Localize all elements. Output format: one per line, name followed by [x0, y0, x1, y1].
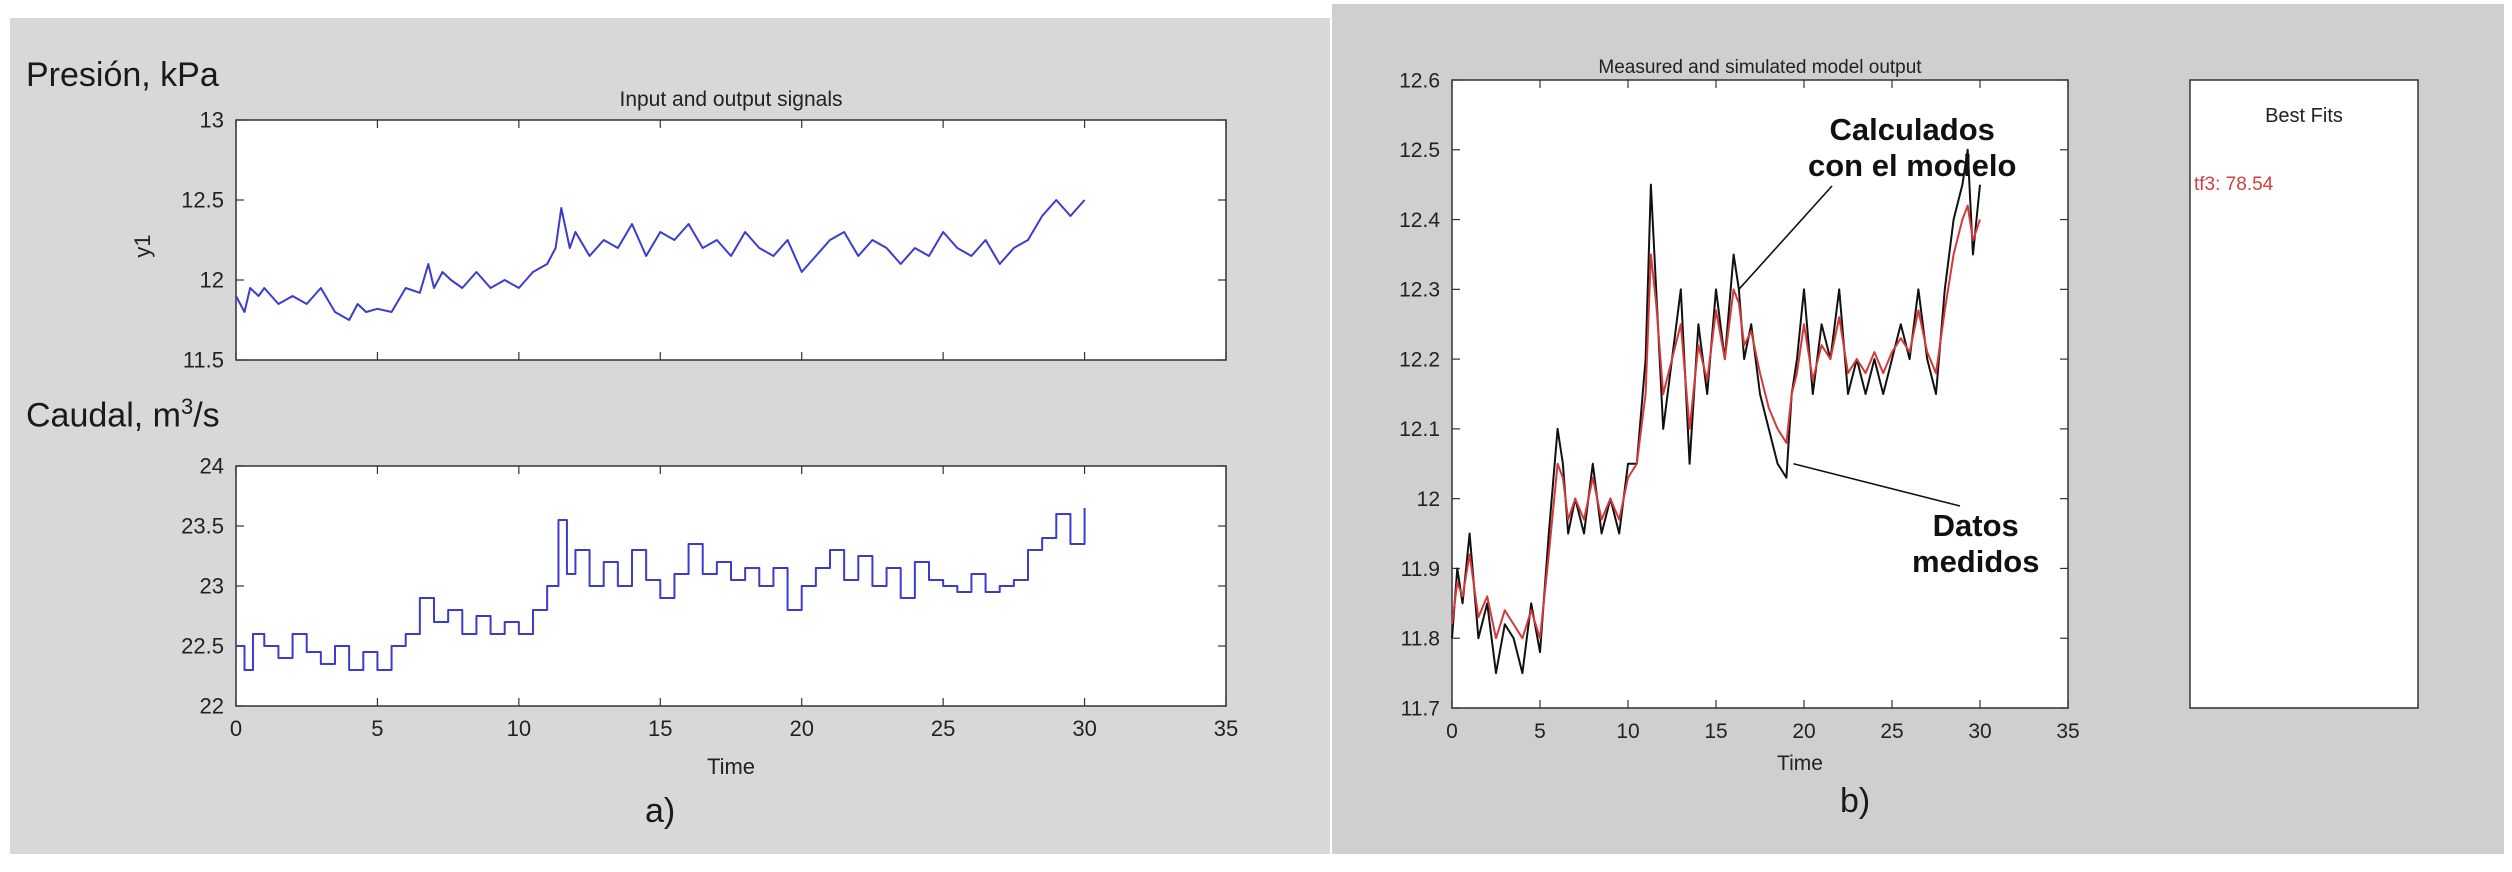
bottom-chart-ytick-label: 22.5: [181, 634, 224, 659]
fit-chart-ytick-label: 11.8: [1401, 628, 1440, 651]
fit-chart-xtick-label: 15: [1704, 720, 1727, 743]
caption-b: b): [1840, 782, 1871, 820]
fit-chart-ytick-label: 12.2: [1399, 348, 1440, 371]
fit-chart-ytick-label: 12.5: [1399, 139, 1440, 162]
annotation-model-line2: con el modelo: [1808, 148, 2017, 183]
annotation-data: Datos medidos: [1912, 508, 2039, 580]
top-chart-ylabel: y1: [130, 234, 155, 257]
ylabel-bottom-suffix: /s: [193, 396, 220, 435]
caption-a: a): [645, 792, 676, 830]
best-fits-box: [2189, 79, 2419, 709]
bottom-chart-xtick-label: 20: [789, 716, 813, 741]
annotation-model-leader: [1738, 185, 1833, 290]
annotation-model: Calculados con el modelo: [1808, 112, 2016, 184]
fit-chart-ytick-label: 11.9: [1401, 558, 1440, 581]
top-chart-series-line: [235, 199, 1086, 321]
bottom-chart-ytick-label: 23.5: [181, 514, 224, 539]
bottom-chart-ytick-label: 22: [200, 694, 224, 719]
fit-chart-xtick-label: 35: [2056, 720, 2079, 743]
best-fits-title: Best Fits: [2265, 105, 2343, 127]
annotation-model-line1: Calculados: [1829, 112, 1995, 147]
fit-chart-xtick-label: 5: [1534, 720, 1546, 743]
annotation-data-leader: [1793, 463, 1961, 507]
bottom-chart-xtick-label: 0: [230, 716, 242, 741]
bottom-chart-series-line: [236, 508, 1086, 671]
annotation-data-line1: Datos: [1932, 508, 2019, 543]
ylabel-bottom-prefix: Caudal, m: [26, 396, 181, 435]
ylabel-top: Presión, kPa: [26, 56, 219, 94]
bottom-chart-xtick-label: 15: [648, 716, 672, 741]
top-chart-plot-area: [235, 119, 1227, 361]
top-chart-ytick-label: 12: [200, 268, 224, 293]
fit-chart-xtick-label: 0: [1446, 720, 1458, 743]
fit-chart-xtick-label: 25: [1880, 720, 1903, 743]
bottom-chart-ytick-label: 23: [200, 574, 224, 599]
top-chart-ytick-label: 11.5: [183, 348, 224, 373]
bottom-chart-plot-area: [235, 465, 1227, 707]
fit-chart-model-line: [1451, 204, 1981, 640]
fit-chart-xtick-label: 10: [1616, 720, 1639, 743]
best-fits-entry: tf3: 78.54: [2194, 174, 2274, 195]
fit-chart-ytick-label: 12.3: [1399, 279, 1440, 302]
ylabel-bottom: Caudal, m3/s: [26, 394, 220, 435]
top-chart-title: Input and output signals: [619, 88, 842, 111]
bottom-chart-xlabel: Time: [707, 754, 755, 779]
fit-chart-xtick-label: 30: [1968, 720, 1991, 743]
bottom-chart-xtick-label: 5: [371, 716, 383, 741]
bottom-chart-xtick-label: 25: [931, 716, 955, 741]
fit-chart-ytick-label: 12: [1417, 488, 1440, 511]
fit-chart-ytick-label: 12.6: [1399, 69, 1440, 92]
ylabel-bottom-sup: 3: [180, 394, 194, 419]
bottom-chart-xtick-label: 30: [1072, 716, 1096, 741]
fit-chart-title: Measured and simulated model output: [1598, 57, 1922, 78]
fit-chart-ytick-label: 11.7: [1401, 697, 1440, 720]
annotation-data-line2: medidos: [1912, 544, 2040, 579]
fit-chart-ytick-label: 12.4: [1399, 209, 1440, 232]
fit-chart-xtick-label: 20: [1792, 720, 1815, 743]
fit-chart-xlabel: Time: [1777, 752, 1823, 775]
bottom-chart-ytick-label: 24: [200, 454, 224, 479]
fit-chart-ytick-label: 12.1: [1399, 418, 1440, 441]
top-chart-ytick-label: 13: [200, 108, 224, 133]
fit-chart-measured-line: [1451, 148, 1981, 675]
bottom-chart-xtick-label: 10: [507, 716, 531, 741]
top-chart-ytick-label: 12.5: [181, 188, 224, 213]
bottom-chart-xtick-label: 35: [1214, 716, 1238, 741]
